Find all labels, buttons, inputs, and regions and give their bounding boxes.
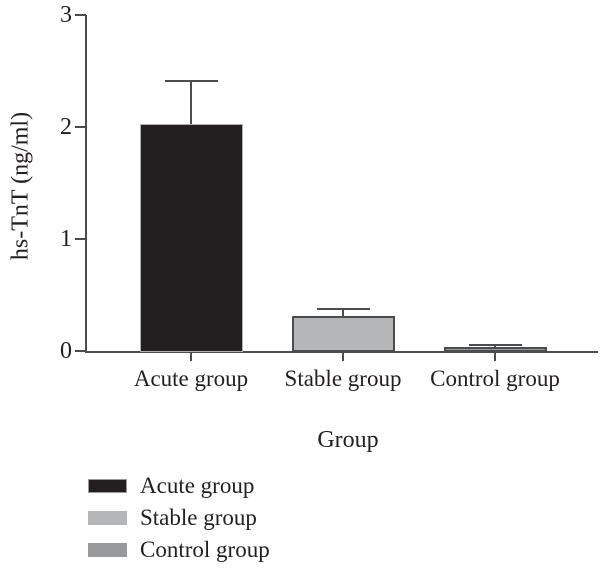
legend-row: Stable group [88, 502, 408, 534]
error-bar-cap [164, 79, 218, 82]
legend-row: Acute group [88, 470, 408, 502]
y-tick-label: 0 [60, 338, 72, 364]
y-tick [75, 14, 86, 16]
legend-label: Stable group [140, 505, 257, 530]
error-bar-stem [190, 80, 192, 124]
x-category-label: Acute group [133, 366, 249, 391]
legend-row: Control group [88, 534, 408, 566]
y-tick-label: 3 [60, 2, 72, 28]
y-tick-label: 1 [60, 226, 72, 252]
legend: Acute group Stable group Control group [88, 470, 408, 566]
x-category-label: Stable group [284, 366, 402, 391]
error-bar-stem [342, 309, 344, 317]
error-bar-cap [316, 308, 370, 311]
y-tick [75, 238, 86, 240]
bar-control-group [443, 346, 547, 352]
bar-stable-group [291, 316, 395, 352]
legend-label: Acute group [140, 473, 255, 498]
legend-swatch [88, 479, 127, 493]
x-axis-line [85, 351, 598, 353]
legend-label: Control group [140, 537, 270, 562]
bar-acute-group [139, 123, 243, 352]
x-tick [190, 353, 192, 361]
y-axis-line [85, 15, 87, 353]
legend-swatch [88, 511, 127, 525]
y-tick [75, 126, 86, 128]
error-bar-cap [468, 344, 522, 347]
x-category-label: Control group [430, 366, 560, 391]
x-axis-title: Group [317, 427, 379, 453]
x-tick [494, 353, 496, 361]
y-tick [75, 350, 86, 352]
y-tick-label: 2 [60, 114, 72, 140]
x-tick [342, 353, 344, 361]
legend-swatch [88, 543, 127, 557]
